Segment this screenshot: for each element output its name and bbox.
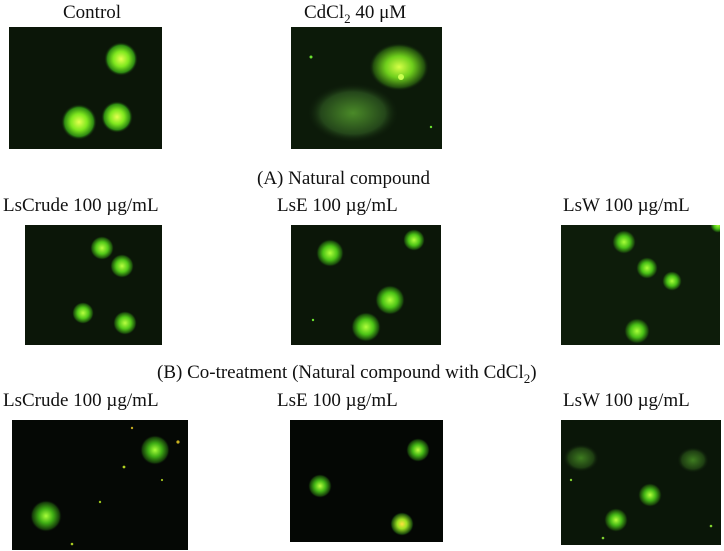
section-b-lsw-image — [561, 420, 721, 545]
section-a-lscrude-image — [25, 225, 162, 345]
section-a-label-lscrude: LsCrude 100 µg/mL — [3, 195, 159, 216]
control-label: Control — [63, 2, 122, 23]
section-a-lsw-image — [561, 225, 720, 345]
section-b-label-lse: LsE 100 µg/mL — [277, 390, 398, 411]
section-a-heading: (A) Natural compound — [257, 168, 431, 189]
cdcl2-40um-label: CdCl2 40 μM — [304, 2, 407, 26]
section-b-label-lscrude: LsCrude 100 µg/mL — [3, 390, 159, 411]
section-a-label-lsw: LsW 100 µg/mL — [563, 195, 690, 216]
section-b-lscrude-image — [12, 420, 188, 550]
section-b-lse-image — [290, 420, 443, 542]
cdcl2-comet-image — [291, 27, 442, 149]
section-b-label-lsw: LsW 100 µg/mL — [563, 390, 690, 411]
section-a-label-lse: LsE 100 µg/mL — [277, 195, 398, 216]
section-a-lse-image — [291, 225, 441, 345]
section-b-heading: (B) Co-treatment (Natural compound with … — [157, 362, 537, 386]
control-comet-image — [9, 27, 162, 149]
